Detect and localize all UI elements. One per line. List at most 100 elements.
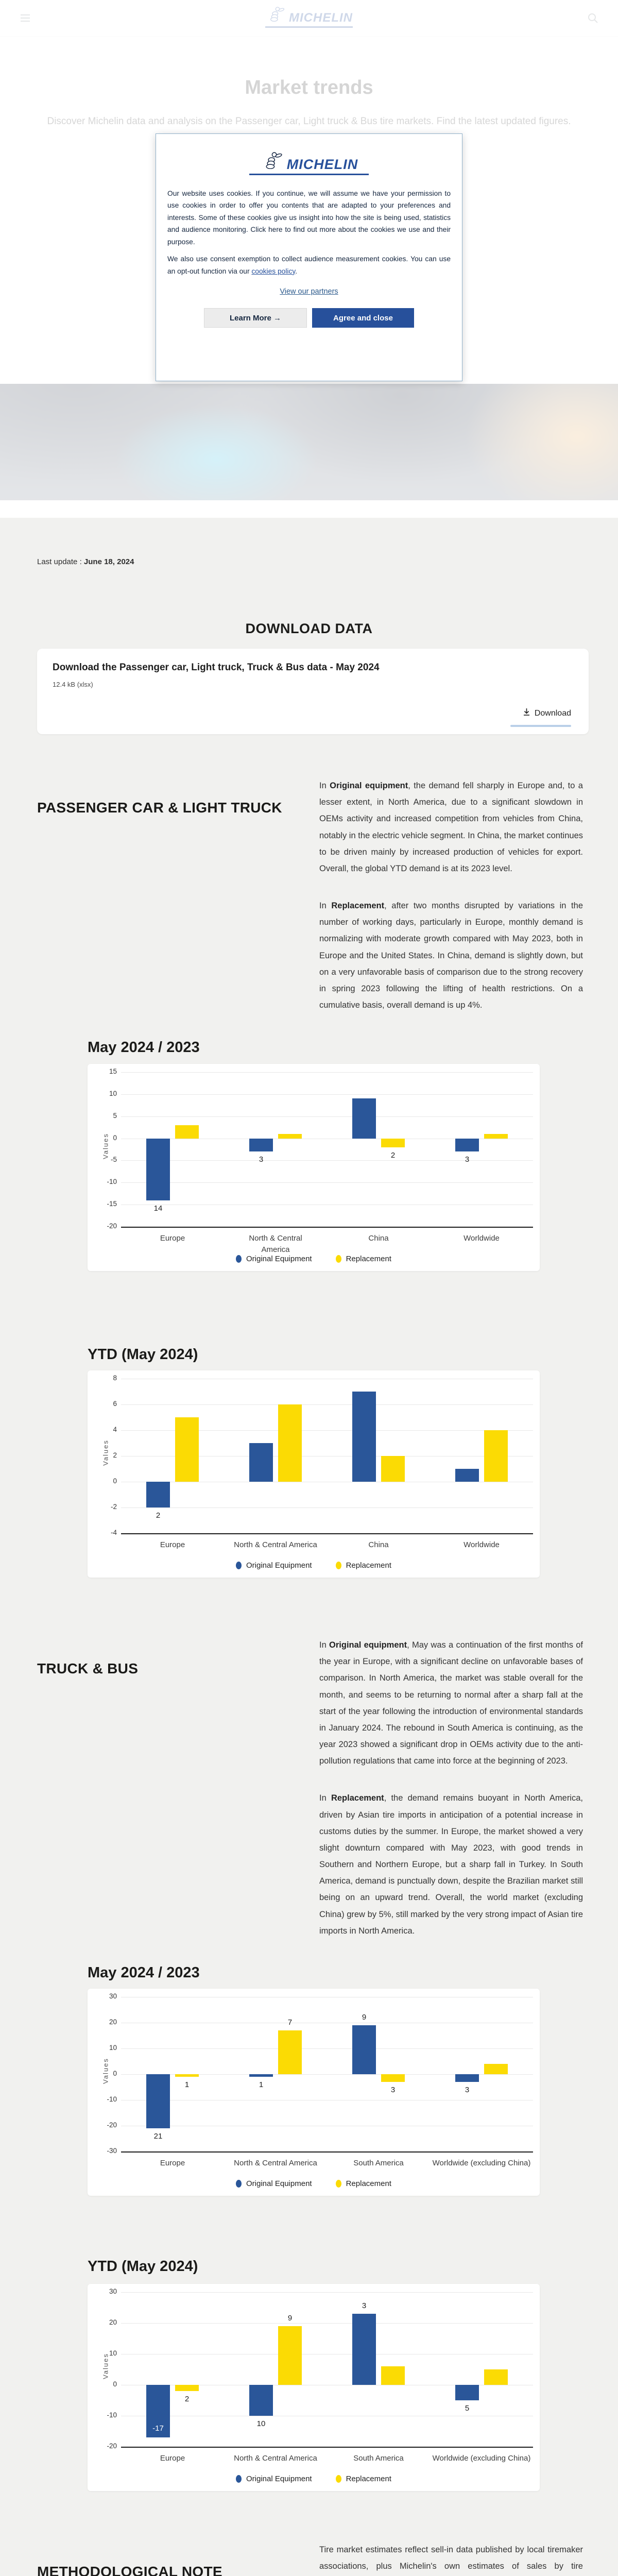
section-heading-method: METHODOLOGICAL NOTE <box>37 2564 222 2576</box>
bar-replacement <box>381 2074 405 2082</box>
chart-legend: Original Equipment Replacement <box>88 2179 540 2188</box>
gridline <box>121 1116 533 1117</box>
tb-original-equipment-paragraph: In Original equipment, May was a continu… <box>319 1640 583 1766</box>
bar-original-equipment <box>146 1138 170 1200</box>
bar-replacement <box>175 2385 199 2391</box>
bar-original-equipment <box>455 2385 479 2400</box>
category-label: North & Central America <box>234 1540 317 1549</box>
bar-original-equipment <box>146 1482 170 1507</box>
y-tick-label: -20 <box>107 1222 117 1230</box>
legend-dot-icon <box>335 2475 341 2483</box>
category-label: Worldwide (excluding China) <box>432 2159 531 2167</box>
bar-value-label: 2 <box>184 2395 190 2403</box>
main-content: Last update : June 18, 2024 DOWNLOAD DAT… <box>0 518 618 2576</box>
legend-dot-icon <box>236 2180 242 2188</box>
learn-more-button[interactable]: Learn More → <box>204 308 307 328</box>
chart-tb-ytd: Values 30 20 10 0 -10 -20 Europe -17 2 North & Cen… <box>88 2284 540 2491</box>
bar-value-label: 1 <box>184 2080 190 2089</box>
agree-close-button[interactable]: Agree and close <box>312 308 414 328</box>
y-tick-label: 10 <box>109 2349 117 2357</box>
bar-original-equipment <box>455 1469 479 1482</box>
bar-replacement <box>381 2366 405 2385</box>
bar-replacement <box>484 2064 508 2074</box>
last-update: Last update : June 18, 2024 <box>37 557 134 566</box>
bar-value-label: 2 <box>156 1511 161 1520</box>
legend-item-replacement[interactable]: Replacement <box>335 1255 391 1263</box>
category-label: Worldwide <box>464 1540 500 1549</box>
legend-dot-icon <box>236 1255 242 1263</box>
legend-item-original-equipment[interactable]: Original Equipment <box>236 2475 312 2483</box>
bar-value-label: 5 <box>465 2404 470 2413</box>
bar-replacement <box>175 2074 199 2077</box>
gridline <box>121 1072 533 1073</box>
gridline <box>121 1160 533 1161</box>
y-tick-label: -30 <box>107 2147 117 2155</box>
download-file-title: Download the Passenger car, Light truck,… <box>53 662 380 673</box>
y-tick-label: 5 <box>113 1111 117 1120</box>
gridline <box>121 1507 533 1508</box>
category-label: South America <box>353 2454 404 2463</box>
bar-value-label: 9 <box>287 2314 293 2323</box>
x-axis-line <box>121 2151 533 2153</box>
download-icon <box>523 708 530 719</box>
view-partners-link[interactable]: View our partners <box>280 287 338 296</box>
chart-pc-may: Values 15 10 5 0 -5 -10 -15 -20 Europe 14 North & C… <box>88 1064 540 1271</box>
bar-original-equipment <box>352 1098 376 1139</box>
legend-item-replacement[interactable]: Replacement <box>335 1561 391 1570</box>
legend-dot-icon <box>335 1255 341 1263</box>
x-axis-line <box>121 1227 533 1228</box>
bibendum-icon <box>260 151 284 172</box>
passenger-car-text: In Original equipment, the demand fell s… <box>319 777 583 1034</box>
pc-replacement-paragraph: In Replacement, after two months disrupt… <box>319 901 583 1010</box>
y-tick-label: -20 <box>107 2121 117 2129</box>
bar-value-label: 9 <box>362 2013 367 2022</box>
legend-item-replacement[interactable]: Replacement <box>335 2179 391 2188</box>
chart-title-pc-may: May 2024 / 2023 <box>88 1039 200 1056</box>
y-tick-label: -5 <box>110 1156 117 1164</box>
legend-item-original-equipment[interactable]: Original Equipment <box>236 1561 312 1570</box>
chart-pc-ytd: Values 8 6 4 2 0 -2 -4 Europe 2 North & Central Am… <box>88 1370 540 1578</box>
download-underline <box>510 725 571 727</box>
cookie-text-1: Our website uses cookies. If you continu… <box>167 190 451 246</box>
y-tick-label: -2 <box>110 1503 117 1511</box>
legend-item-original-equipment[interactable]: Original Equipment <box>236 1255 312 1263</box>
gridline <box>121 1094 533 1095</box>
bar-value-label: 14 <box>153 1204 163 1213</box>
bar-original-equipment <box>455 2074 479 2082</box>
y-tick-label: 0 <box>113 2070 117 2077</box>
y-tick-label: 4 <box>113 1426 117 1433</box>
bar-replacement <box>278 1404 302 1482</box>
cookies-policy-link[interactable]: cookies policy <box>251 267 296 275</box>
category-label: North & Central America <box>234 2159 317 2167</box>
y-tick-label: 15 <box>109 1067 117 1075</box>
chart-title-tb-may: May 2024 / 2023 <box>88 1964 200 1981</box>
y-tick-label: -10 <box>107 2411 117 2419</box>
bar-replacement <box>278 2030 302 2074</box>
bar-replacement <box>175 1417 199 1482</box>
chart-tb-may: Values 30 20 10 0 -10 -20 -30 Europe 21 1 North & C… <box>88 1989 540 2196</box>
legend-dot-icon <box>335 2180 341 2188</box>
gridline <box>121 1182 533 1183</box>
y-tick-label: 10 <box>109 2044 117 2052</box>
michelin-logo-modal: MICHELIN <box>249 151 369 175</box>
legend-dot-icon <box>236 1562 242 1569</box>
method-paragraph: Tire market estimates reflect sell-in da… <box>319 2545 583 2571</box>
category-label: North & Central America <box>234 2454 317 2463</box>
legend-item-replacement[interactable]: Replacement <box>335 2475 391 2483</box>
bar-value-label: 3 <box>259 1155 264 1164</box>
pc-original-equipment-paragraph: In Original equipment, the demand fell s… <box>319 781 583 873</box>
download-button[interactable]: Download <box>523 708 571 719</box>
section-heading-passenger-car: PASSENGER CAR & LIGHT TRUCK <box>37 800 282 816</box>
bar-value-label: 10 <box>256 2419 266 2428</box>
plot-area: Values 30 20 10 0 -10 -20 Europe -17 2 North & Cen… <box>102 2287 533 2463</box>
bar-replacement <box>175 1125 199 1139</box>
y-tick-label: 2 <box>113 1451 117 1459</box>
y-tick-label: 0 <box>113 1477 117 1485</box>
bar-value-label: 2 <box>390 1150 396 1160</box>
bar-original-equipment <box>249 1443 273 1482</box>
bar-value-label: -17 <box>152 2424 164 2433</box>
bar-original-equipment <box>352 2025 376 2074</box>
legend-item-original-equipment[interactable]: Original Equipment <box>236 2179 312 2188</box>
y-tick-label: 20 <box>109 2318 117 2326</box>
category-label: Europe <box>160 1540 185 1549</box>
